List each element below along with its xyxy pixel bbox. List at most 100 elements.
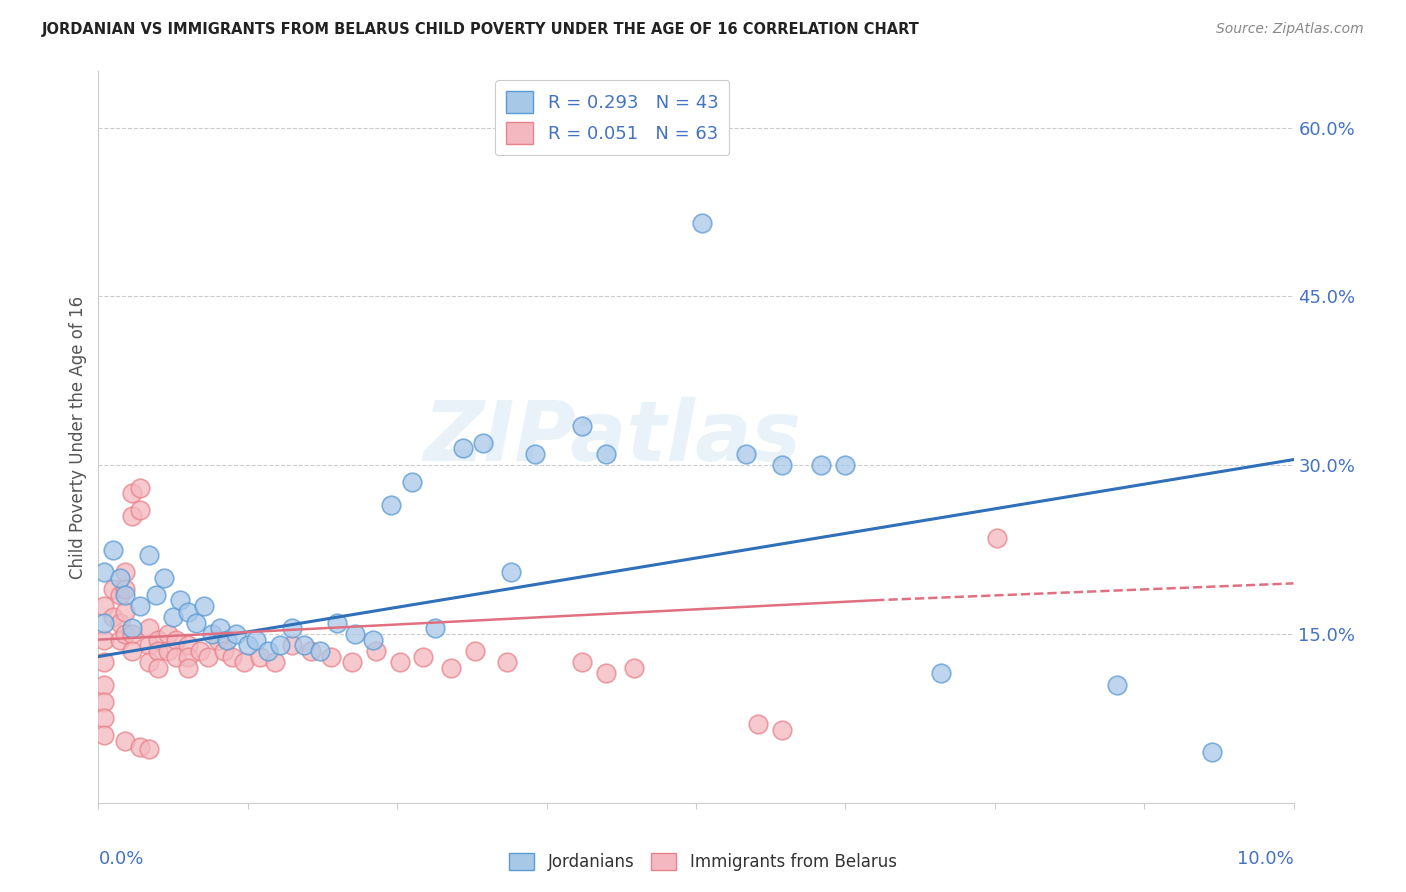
Point <box>412 649 434 664</box>
Point <box>193 599 215 613</box>
Point <box>401 475 423 489</box>
Point <box>153 571 176 585</box>
Point <box>121 508 143 523</box>
Point <box>929 666 952 681</box>
Legend: Jordanians, Immigrants from Belarus: Jordanians, Immigrants from Belarus <box>501 845 905 880</box>
Point <box>344 627 367 641</box>
Point <box>257 644 280 658</box>
Point <box>121 486 143 500</box>
Point <box>225 627 247 641</box>
Point <box>114 588 136 602</box>
Point <box>186 615 208 630</box>
Point <box>177 638 200 652</box>
Point <box>292 638 315 652</box>
Point <box>114 565 136 579</box>
Point <box>595 666 617 681</box>
Point <box>380 498 402 512</box>
Point <box>114 582 136 596</box>
Point <box>156 644 179 658</box>
Point <box>138 655 160 669</box>
Point <box>281 638 304 652</box>
Point <box>735 447 758 461</box>
Point <box>156 627 179 641</box>
Point <box>101 542 124 557</box>
Point <box>165 649 187 664</box>
Point <box>138 621 160 635</box>
Point <box>138 548 160 562</box>
Point <box>770 458 793 473</box>
Point <box>236 638 259 652</box>
Point <box>986 532 1008 546</box>
Point <box>690 216 713 230</box>
Legend: R = 0.293   N = 43, R = 0.051   N = 63: R = 0.293 N = 43, R = 0.051 N = 63 <box>495 80 730 155</box>
Point <box>138 741 160 756</box>
Point <box>361 632 384 647</box>
Point <box>451 442 474 456</box>
Point <box>101 610 124 624</box>
Point <box>464 644 486 658</box>
Point <box>177 605 200 619</box>
Text: 0.0%: 0.0% <box>98 850 143 868</box>
Point <box>101 582 124 596</box>
Point <box>114 605 136 619</box>
Point <box>264 655 287 669</box>
Point <box>281 621 304 635</box>
Point <box>595 447 617 461</box>
Point <box>810 458 832 473</box>
Point <box>93 599 115 613</box>
Point <box>93 615 115 630</box>
Point <box>169 593 191 607</box>
Point <box>148 644 170 658</box>
Point <box>93 678 115 692</box>
Point <box>364 644 387 658</box>
Point <box>249 649 271 664</box>
Point <box>129 599 152 613</box>
Point <box>108 588 131 602</box>
Point <box>129 481 152 495</box>
Point <box>207 632 229 647</box>
Point <box>245 632 267 647</box>
Point <box>93 711 115 725</box>
Point <box>1105 678 1128 692</box>
Point <box>93 632 115 647</box>
Point <box>108 571 131 585</box>
Point <box>188 644 211 658</box>
Point <box>571 655 593 669</box>
Point <box>623 661 645 675</box>
Point <box>177 661 200 675</box>
Point <box>212 644 235 658</box>
Point <box>834 458 856 473</box>
Text: JORDANIAN VS IMMIGRANTS FROM BELARUS CHILD POVERTY UNDER THE AGE OF 16 CORRELATI: JORDANIAN VS IMMIGRANTS FROM BELARUS CHI… <box>42 22 920 37</box>
Point <box>388 655 411 669</box>
Text: Source: ZipAtlas.com: Source: ZipAtlas.com <box>1216 22 1364 37</box>
Point <box>340 655 363 669</box>
Point <box>499 565 522 579</box>
Point <box>148 661 170 675</box>
Point <box>269 638 291 652</box>
Point <box>121 627 143 641</box>
Point <box>770 723 793 737</box>
Point <box>523 447 546 461</box>
Point <box>177 649 200 664</box>
Point <box>326 615 349 630</box>
Point <box>209 621 232 635</box>
Point <box>114 734 136 748</box>
Text: ZIPatlas: ZIPatlas <box>423 397 801 477</box>
Y-axis label: Child Poverty Under the Age of 16: Child Poverty Under the Age of 16 <box>69 295 87 579</box>
Point <box>148 632 170 647</box>
Point <box>108 632 131 647</box>
Point <box>221 649 243 664</box>
Point <box>129 739 152 754</box>
Point <box>308 644 330 658</box>
Point <box>299 644 322 658</box>
Point <box>1201 745 1223 759</box>
Point <box>121 621 143 635</box>
Point <box>145 588 167 602</box>
Point <box>108 615 131 630</box>
Point <box>93 565 115 579</box>
Point <box>93 694 115 708</box>
Point <box>233 655 256 669</box>
Text: 10.0%: 10.0% <box>1237 850 1294 868</box>
Point <box>747 717 769 731</box>
Point <box>93 728 115 742</box>
